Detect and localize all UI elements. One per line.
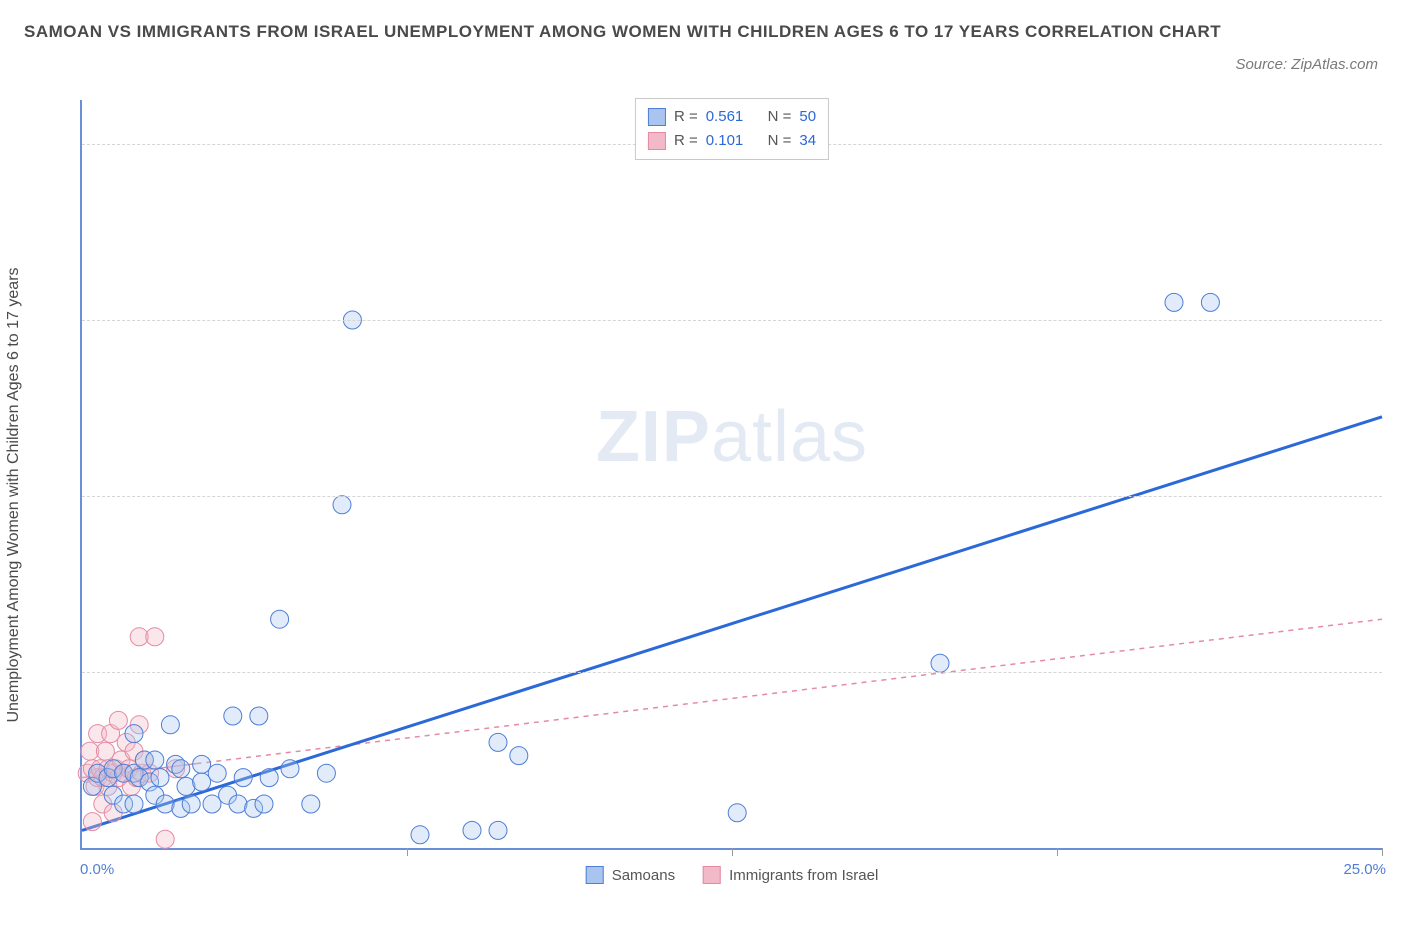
series-label-samoans: Samoans (612, 867, 675, 884)
data-point (156, 830, 174, 848)
swatch-samoans-bottom (586, 866, 604, 884)
data-point (172, 760, 190, 778)
data-point (728, 804, 746, 822)
data-point (302, 795, 320, 813)
n-label: N = (768, 129, 792, 153)
n-value-israel: 34 (799, 129, 816, 153)
data-point (125, 795, 143, 813)
y-tick-label: 40.0% (1392, 488, 1406, 505)
swatch-samoans (648, 108, 666, 126)
x-axis-zero-label: 0.0% (80, 861, 114, 878)
n-label: N = (768, 105, 792, 129)
data-point (510, 747, 528, 765)
data-point (146, 751, 164, 769)
x-axis-max-label: 25.0% (1343, 861, 1386, 878)
legend-row-samoans: R = 0.561 N = 50 (648, 105, 816, 129)
data-point (83, 813, 101, 831)
data-point (281, 760, 299, 778)
data-point (250, 707, 268, 725)
data-point (146, 628, 164, 646)
source-label: Source: ZipAtlas.com (1235, 56, 1378, 73)
legend-row-israel: R = 0.101 N = 34 (648, 129, 816, 153)
data-point (125, 725, 143, 743)
data-point (224, 707, 242, 725)
swatch-israel-bottom (703, 866, 721, 884)
data-point (333, 496, 351, 514)
data-point (193, 773, 211, 791)
data-point (161, 716, 179, 734)
series-item-samoans: Samoans (586, 866, 675, 884)
data-point (151, 769, 169, 787)
x-tick (1382, 848, 1383, 856)
data-point (109, 711, 127, 729)
gridline-h (82, 496, 1382, 497)
data-point (931, 654, 949, 672)
r-value-israel: 0.101 (706, 129, 744, 153)
data-point (234, 769, 252, 787)
plot-svg (82, 100, 1382, 848)
data-point (489, 821, 507, 839)
series-label-israel: Immigrants from Israel (729, 867, 878, 884)
y-tick-label: 80.0% (1392, 136, 1406, 153)
data-point (489, 733, 507, 751)
x-tick (732, 848, 733, 856)
data-point (317, 764, 335, 782)
n-value-samoans: 50 (799, 105, 816, 129)
data-point (260, 769, 278, 787)
data-point (411, 826, 429, 844)
data-point (203, 795, 221, 813)
r-label: R = (674, 129, 698, 153)
page-title: SAMOAN VS IMMIGRANTS FROM ISRAEL UNEMPLO… (24, 18, 1382, 45)
data-point (193, 755, 211, 773)
trendline (196, 619, 1382, 763)
swatch-israel (648, 132, 666, 150)
r-label: R = (674, 105, 698, 129)
r-value-samoans: 0.561 (706, 105, 744, 129)
data-point (255, 795, 273, 813)
series-legend: Samoans Immigrants from Israel (586, 866, 879, 884)
chart-container: Unemployment Among Women with Children A… (24, 100, 1382, 890)
data-point (1165, 293, 1183, 311)
x-tick (1057, 848, 1058, 856)
correlation-legend: R = 0.561 N = 50 R = 0.101 N = 34 (635, 98, 829, 160)
data-point (96, 742, 114, 760)
data-point (1201, 293, 1219, 311)
y-tick-label: 60.0% (1392, 312, 1406, 329)
y-axis-label: Unemployment Among Women with Children A… (5, 267, 23, 722)
x-tick (407, 848, 408, 856)
plot-area: ZIPatlas R = 0.561 N = 50 R = 0.101 N = … (80, 100, 1382, 850)
data-point (463, 821, 481, 839)
data-point (208, 764, 226, 782)
gridline-h (82, 320, 1382, 321)
y-tick-label: 20.0% (1392, 664, 1406, 681)
series-item-israel: Immigrants from Israel (703, 866, 878, 884)
data-point (271, 610, 289, 628)
gridline-h (82, 672, 1382, 673)
data-point (182, 795, 200, 813)
